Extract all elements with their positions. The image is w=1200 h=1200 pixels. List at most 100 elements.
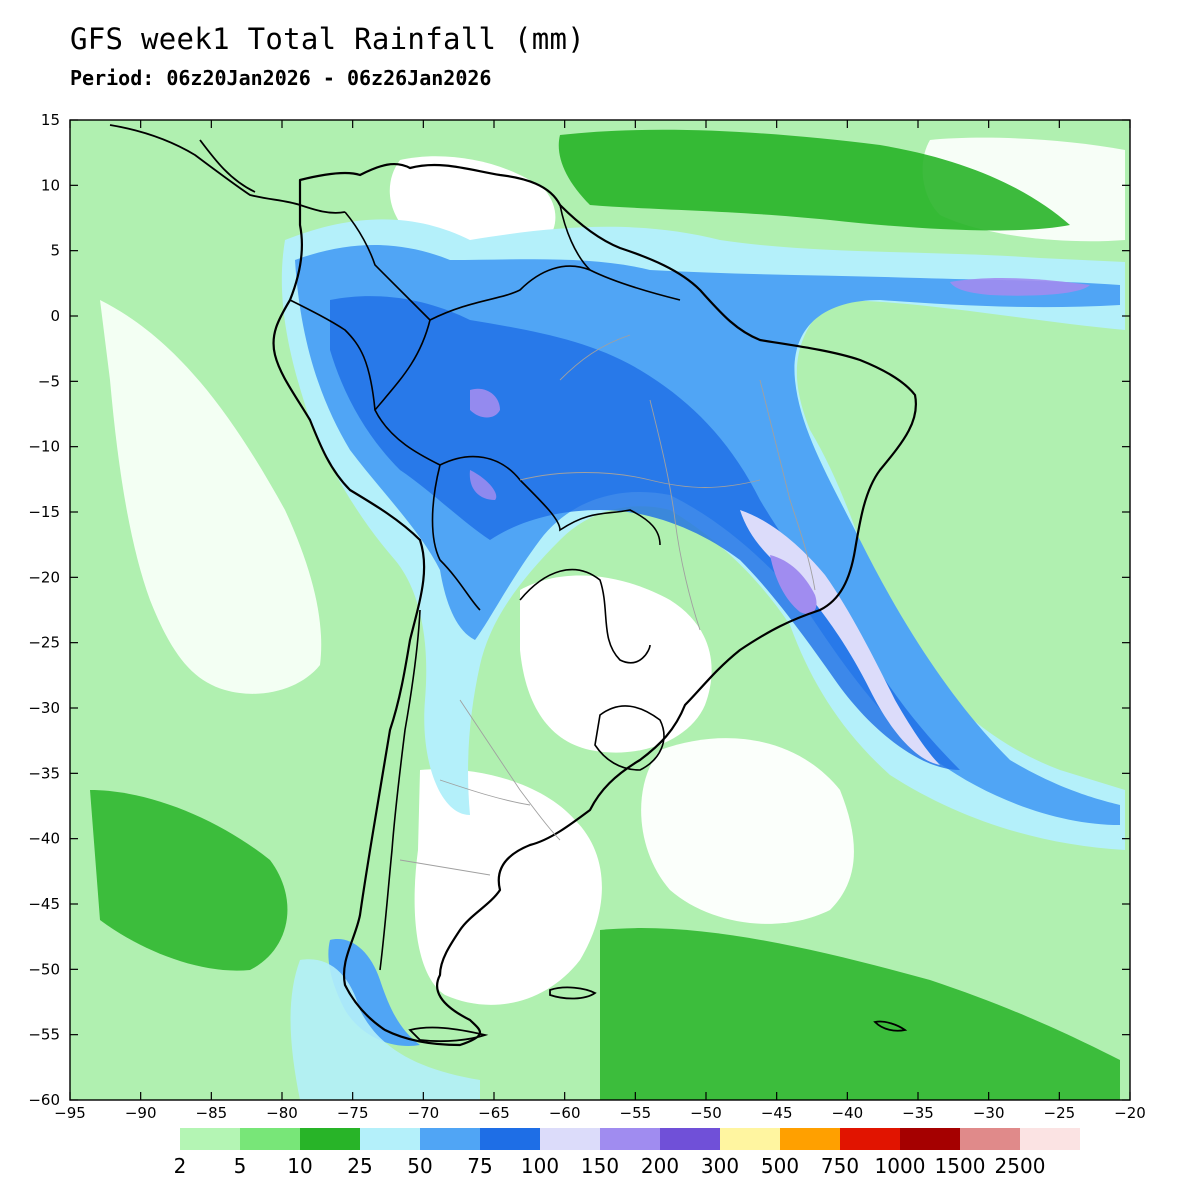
legend-swatch [960, 1128, 1020, 1150]
border-brazil-north [429, 265, 681, 321]
state-border-1 [519, 472, 761, 488]
border-colombia-venezuela [344, 211, 431, 321]
x-axis: −95 −90 −85 −80 −75 −70 −65 −60 −55 −50 −45 −40 −35 −… [54, 120, 1146, 1122]
legend-swatch [360, 1128, 420, 1150]
national-borders [289, 204, 681, 971]
moderate-rain-band-north [558, 129, 1070, 231]
y-tick-label: −40 [28, 830, 60, 848]
x-tick-label: −95 [54, 1104, 86, 1122]
x-tick-label: −55 [620, 1104, 652, 1122]
coastline [109, 124, 918, 1047]
color-legend: 2 5 10 25 50 75 100 150 200 300 500 750 1000 1500 2500 [174, 1128, 1080, 1178]
legend-label: 5 [234, 1154, 247, 1178]
south-america-coastline [272, 162, 918, 1047]
border-brazil-west [374, 319, 661, 546]
legend-swatch [840, 1128, 900, 1150]
border-paraguay [519, 568, 651, 664]
legend-swatch [240, 1128, 300, 1150]
legend-label: 300 [701, 1154, 739, 1178]
x-tick-label: −30 [973, 1104, 1005, 1122]
x-tick-label: −90 [125, 1104, 157, 1122]
legend-swatch [480, 1128, 540, 1150]
legend-label: 50 [407, 1154, 432, 1178]
border-ecuador [289, 299, 376, 411]
x-tick-label: −45 [761, 1104, 793, 1122]
dry-zone-paraguay [520, 575, 712, 753]
y-tick-label: −50 [28, 960, 60, 978]
x-tick-label: −75 [337, 1104, 369, 1122]
wet-band-chile-south-outer [290, 959, 480, 1100]
legend-label: 200 [641, 1154, 679, 1178]
state-borders [399, 334, 816, 876]
wet-band-purple-peru [469, 470, 497, 500]
x-tick-label: −25 [1044, 1104, 1076, 1122]
y-tick-label: −10 [28, 438, 60, 456]
legend-label: 500 [761, 1154, 799, 1178]
state-border-4 [559, 334, 631, 381]
legend-label: 10 [287, 1154, 312, 1178]
state-border-5 [459, 699, 561, 841]
y-tick-label: −25 [28, 634, 60, 652]
y-tick-label: −30 [28, 699, 60, 717]
legend-label: 150 [581, 1154, 619, 1178]
legend-swatch [660, 1128, 720, 1150]
period-label: Period: 06z20Jan2026 - 06z26Jan2026 [70, 66, 492, 90]
y-tick-label: 15 [41, 111, 60, 129]
border-argentina-chile [379, 609, 421, 971]
state-border-2 [649, 399, 701, 631]
border-peru-bolivia [431, 464, 481, 611]
state-border-6 [439, 779, 531, 806]
x-tick-label: −20 [1114, 1104, 1146, 1122]
dry-zone-pacific [100, 300, 322, 694]
legend-swatch [420, 1128, 480, 1150]
dry-zone-southern-cone [414, 769, 602, 1005]
y-tick-label: −15 [28, 503, 60, 521]
wet-band-purple [770, 555, 817, 615]
x-tick-label: −85 [196, 1104, 228, 1122]
y-tick-label: −45 [28, 895, 60, 913]
legend-swatch [780, 1128, 840, 1150]
legend-swatch [900, 1128, 960, 1150]
x-tick-label: −50 [690, 1104, 722, 1122]
legend-label: 1500 [935, 1154, 986, 1178]
x-tick-label: −80 [266, 1104, 298, 1122]
y-tick-label: −35 [28, 764, 60, 782]
y-tick-label: 10 [41, 176, 60, 194]
legend-label: 75 [467, 1154, 492, 1178]
x-tick-label: −65 [478, 1104, 510, 1122]
falkland-islands [549, 986, 597, 1000]
legend-label: 100 [521, 1154, 559, 1178]
legend-swatch [540, 1128, 600, 1150]
wet-band-purple-amazon [470, 388, 500, 418]
border-uruguay [594, 705, 665, 771]
moderate-rain-band-south [600, 928, 1120, 1100]
rainfall-field [70, 120, 1130, 1100]
legend-swatch [180, 1128, 240, 1150]
legend-label: 750 [821, 1154, 859, 1178]
state-border-3 [759, 379, 816, 591]
central-america-pacific [199, 139, 256, 193]
legend-label: 2 [174, 1154, 187, 1178]
legend-swatch [1020, 1128, 1080, 1150]
central-america-coastline [109, 124, 346, 214]
y-tick-label: 5 [50, 242, 60, 260]
state-border-7 [399, 859, 491, 876]
y-tick-label: −55 [28, 1026, 60, 1044]
map-title: GFS week1 Total Rainfall (mm) [70, 22, 586, 56]
legend-label: 25 [347, 1154, 372, 1178]
y-tick-label: −60 [28, 1091, 60, 1109]
legend-label: 1000 [875, 1154, 926, 1178]
y-tick-label: −5 [38, 372, 60, 390]
south-georgia [873, 1020, 908, 1032]
x-tick-label: −40 [832, 1104, 864, 1122]
wet-band-purple-atlantic [950, 278, 1090, 296]
y-tick-label: −20 [28, 568, 60, 586]
y-axis: 15 10 5 0 −5 −10 −15 −20 −25 −30 −35 −40 −45 −50 −55 −6… [28, 111, 1130, 1109]
tierra-del-fuego [408, 1026, 489, 1043]
legend-label: 2500 [995, 1154, 1046, 1178]
dry-zone-south-atlantic [641, 738, 854, 924]
legend-swatch [300, 1128, 360, 1150]
wet-band-chile-south [328, 939, 420, 1046]
x-tick-label: −70 [408, 1104, 440, 1122]
